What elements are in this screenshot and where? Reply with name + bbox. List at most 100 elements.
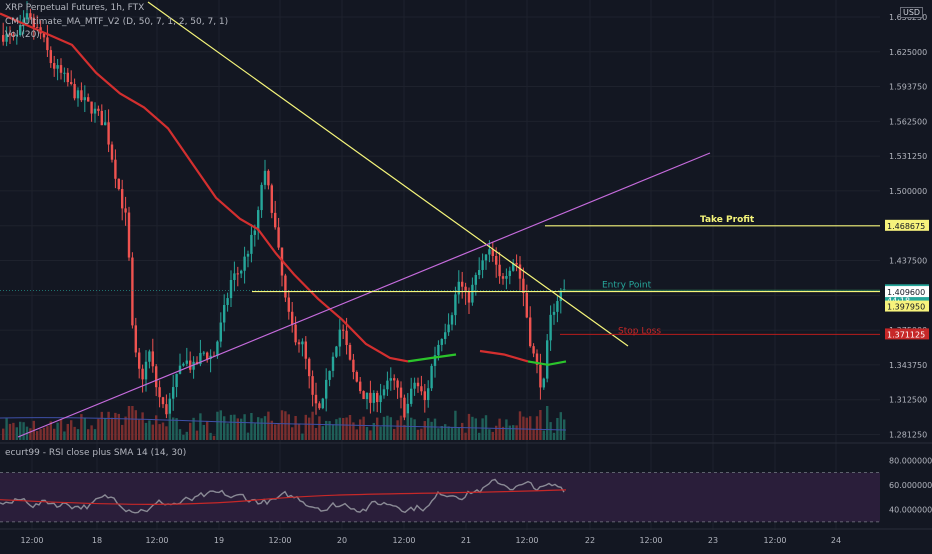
candle-body[interactable]	[178, 365, 182, 374]
candle-body[interactable]	[301, 341, 304, 345]
candle-body[interactable]	[372, 392, 375, 403]
candle-body[interactable]	[97, 108, 100, 111]
candle-body[interactable]	[32, 17, 35, 28]
candle-body[interactable]	[539, 364, 542, 388]
candle-body[interactable]	[263, 170, 267, 185]
candle-body[interactable]	[403, 397, 406, 418]
candle-body[interactable]	[90, 101, 93, 114]
candle-body[interactable]	[311, 376, 314, 395]
candle-body[interactable]	[467, 291, 471, 303]
candle-body[interactable]	[542, 378, 545, 388]
candle-body[interactable]	[25, 13, 29, 20]
candle-body[interactable]	[342, 329, 345, 331]
candle-body[interactable]	[161, 397, 165, 405]
candle-body[interactable]	[549, 314, 552, 341]
candle-body[interactable]	[73, 84, 76, 99]
candle-body[interactable]	[556, 301, 559, 312]
candle-body[interactable]	[352, 359, 355, 373]
candle-body[interactable]	[253, 230, 256, 235]
candle-body[interactable]	[29, 13, 32, 18]
candle-body[interactable]	[49, 50, 52, 64]
candle-body[interactable]	[355, 372, 358, 382]
candle-body[interactable]	[233, 273, 236, 280]
candle-body[interactable]	[382, 389, 386, 396]
stop-loss-label[interactable]: Stop Loss	[618, 326, 661, 336]
ascending-trendline[interactable]	[17, 152, 711, 438]
candle-body[interactable]	[379, 395, 382, 403]
candle-body[interactable]	[257, 210, 260, 231]
candle-body[interactable]	[304, 341, 307, 359]
candle-body[interactable]	[512, 262, 515, 271]
candle-body[interactable]	[260, 184, 263, 211]
candle-body[interactable]	[2, 35, 5, 42]
candle-body[interactable]	[464, 286, 467, 292]
candle-body[interactable]	[359, 381, 362, 392]
candle-body[interactable]	[471, 284, 474, 303]
candle-body[interactable]	[522, 278, 525, 294]
candle-body[interactable]	[508, 270, 511, 277]
candle-body[interactable]	[291, 311, 294, 325]
candle-body[interactable]	[297, 342, 301, 345]
candle-body[interactable]	[165, 404, 168, 415]
candle-body[interactable]	[206, 352, 209, 360]
candle-body[interactable]	[46, 37, 49, 51]
candle-body[interactable]	[389, 378, 392, 381]
candle-body[interactable]	[348, 344, 352, 360]
candle-body[interactable]	[410, 388, 413, 404]
entry-point-label[interactable]: Entry Point	[602, 280, 652, 290]
candle-body[interactable]	[498, 264, 501, 277]
candle-body[interactable]	[444, 332, 447, 339]
candle-body[interactable]	[110, 144, 114, 160]
candle-body[interactable]	[491, 249, 494, 256]
candle-body[interactable]	[325, 379, 328, 399]
candle-body[interactable]	[338, 329, 341, 347]
candle-body[interactable]	[413, 382, 416, 389]
candle-body[interactable]	[93, 108, 97, 114]
candle-body[interactable]	[100, 110, 103, 126]
candle-body[interactable]	[121, 189, 124, 209]
candle-body[interactable]	[216, 341, 219, 356]
candle-body[interactable]	[144, 361, 148, 380]
candle-body[interactable]	[376, 392, 379, 403]
candle-body[interactable]	[478, 270, 481, 275]
candle-body[interactable]	[168, 398, 171, 415]
candle-body[interactable]	[420, 386, 423, 392]
candle-body[interactable]	[107, 122, 110, 145]
candle-body[interactable]	[546, 340, 549, 379]
candle-body[interactable]	[501, 276, 505, 279]
candle-body[interactable]	[440, 338, 443, 345]
candle-body[interactable]	[226, 298, 229, 306]
candle-body[interactable]	[5, 33, 8, 42]
candle-body[interactable]	[83, 97, 86, 101]
candle-body[interactable]	[525, 293, 528, 318]
candle-body[interactable]	[182, 363, 185, 366]
candle-body[interactable]	[488, 249, 491, 255]
candle-body[interactable]	[454, 294, 457, 316]
candle-body[interactable]	[240, 270, 243, 274]
candle-body[interactable]	[134, 325, 137, 353]
candle-body[interactable]	[318, 403, 321, 409]
candle-body[interactable]	[15, 35, 18, 37]
candle-body[interactable]	[22, 19, 25, 26]
descending-trendline[interactable]	[147, 1, 629, 347]
candle-body[interactable]	[274, 212, 277, 228]
candle-body[interactable]	[80, 90, 83, 101]
candle-body[interactable]	[104, 122, 107, 126]
candle-body[interactable]	[321, 398, 324, 409]
candle-body[interactable]	[53, 63, 56, 69]
candle-body[interactable]	[457, 281, 460, 295]
candle-body[interactable]	[474, 274, 477, 285]
candle-body[interactable]	[484, 254, 488, 261]
candle-body[interactable]	[481, 260, 484, 271]
candle-body[interactable]	[246, 253, 250, 257]
candle-body[interactable]	[141, 368, 144, 380]
candle-body[interactable]	[515, 262, 518, 265]
candle-body[interactable]	[447, 324, 450, 333]
currency-badge[interactable]: USD	[900, 7, 924, 18]
candle-body[interactable]	[365, 392, 369, 400]
candle-body[interactable]	[294, 324, 297, 343]
candle-body[interactable]	[202, 352, 205, 354]
candle-body[interactable]	[430, 365, 433, 389]
candle-body[interactable]	[535, 353, 539, 365]
